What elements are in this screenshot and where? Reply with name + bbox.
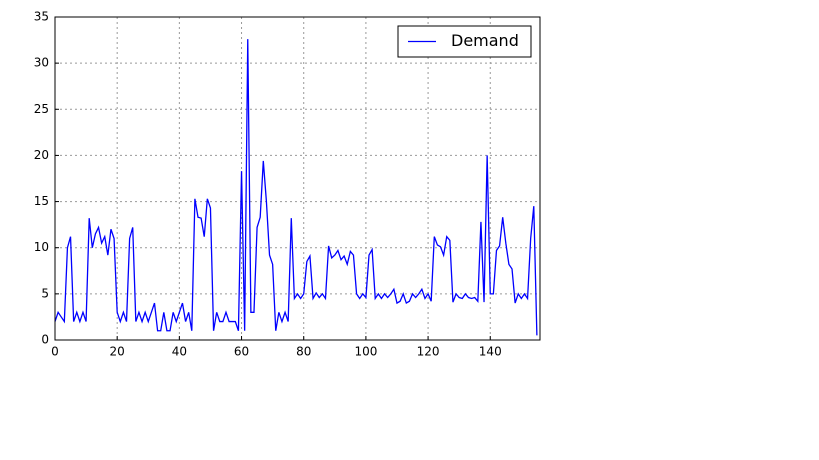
legend-label: Demand <box>451 31 519 50</box>
y-tick-label: 15 <box>34 194 49 208</box>
x-tick-label: 140 <box>479 345 502 359</box>
y-tick-label: 30 <box>34 56 49 70</box>
x-tick-label: 80 <box>296 345 311 359</box>
y-tick-label: 35 <box>34 10 49 24</box>
x-tick-label: 120 <box>417 345 440 359</box>
x-tick-label: 100 <box>354 345 377 359</box>
y-tick-label: 10 <box>34 240 49 254</box>
data-line <box>54 39 538 336</box>
y-tick-label: 25 <box>34 102 49 116</box>
y-tick-label: 5 <box>41 286 49 300</box>
x-tick-label: 20 <box>110 345 125 359</box>
y-tick-label: 0 <box>41 333 49 347</box>
plot-frame <box>54 16 541 341</box>
y-tick-label: 20 <box>34 148 49 162</box>
x-tick-label: 0 <box>51 345 59 359</box>
x-tick-label: 40 <box>172 345 187 359</box>
x-tick-label: 60 <box>234 345 249 359</box>
